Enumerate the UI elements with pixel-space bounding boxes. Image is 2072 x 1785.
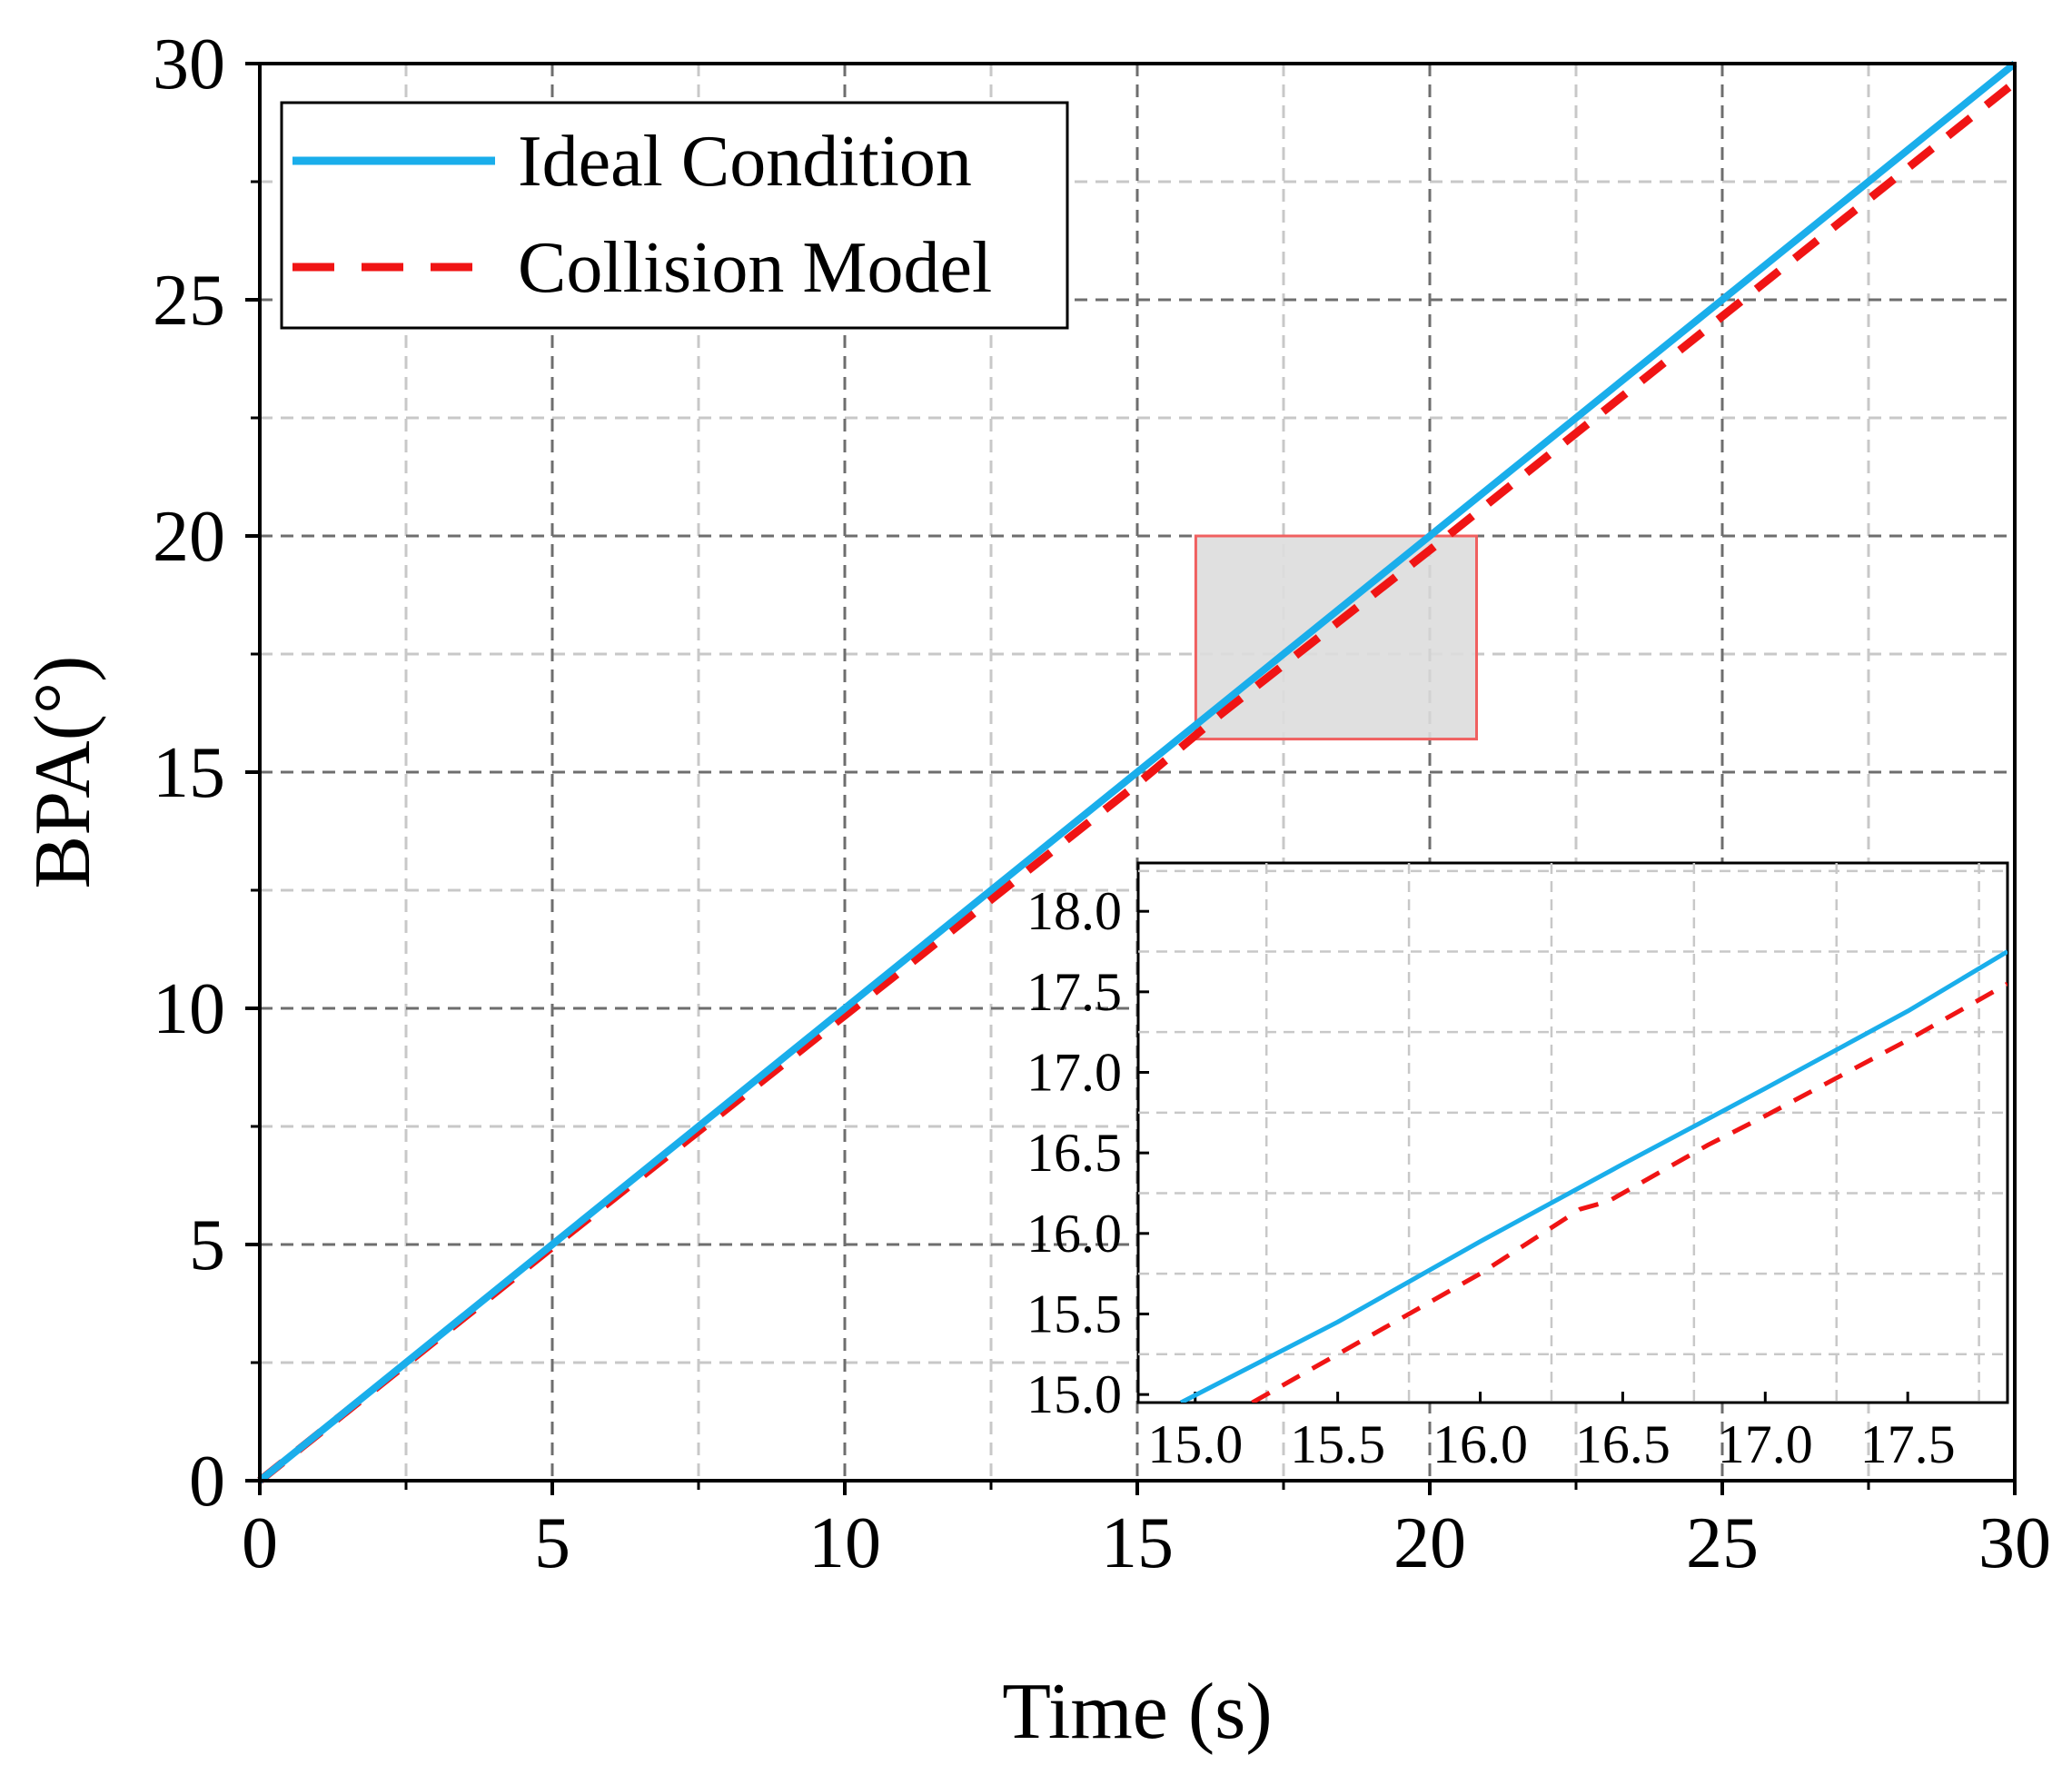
inset-x-tick-label: 15.5 — [1290, 1414, 1385, 1474]
x-tick-label: 0 — [242, 1503, 278, 1583]
inset-series-ideal-condition — [1179, 949, 2008, 1403]
legend-label-ideal-condition: Ideal Condition — [518, 122, 972, 202]
inset-y-tick-label: 18.0 — [1026, 881, 1122, 941]
inset-x-tick-label: 16.5 — [1575, 1414, 1670, 1474]
inset-y-tick-label: 16.5 — [1026, 1123, 1122, 1183]
inset-y-tick-label: 15.5 — [1026, 1284, 1122, 1344]
x-tick-label: 10 — [808, 1503, 881, 1583]
inset-y-tick-label: 17.0 — [1026, 1043, 1122, 1103]
inset-series-collision-model — [1251, 981, 2008, 1403]
legend-label-collision-model: Collision Model — [518, 228, 992, 308]
y-tick-label: 10 — [153, 969, 225, 1049]
inset-y-tick-label: 15.0 — [1026, 1364, 1122, 1424]
y-tick-label: 25 — [153, 261, 225, 341]
legend: Ideal Condition Collision Model — [280, 101, 1069, 330]
inset-x-tick-label: 16.0 — [1433, 1414, 1528, 1474]
y-tick-label: 5 — [189, 1205, 225, 1285]
legend-box — [280, 101, 1069, 330]
main-series — [257, 60, 2017, 1484]
y-tick-label: 0 — [189, 1442, 225, 1522]
x-tick-label: 25 — [1686, 1503, 1759, 1583]
inset-y-tick-label: 16.0 — [1026, 1204, 1122, 1264]
main-series-ideal-condition — [257, 60, 2017, 1484]
y-tick-label: 30 — [153, 25, 225, 104]
inset-y-tick-label: 17.5 — [1026, 962, 1122, 1022]
inset-x-tick-label: 17.5 — [1860, 1414, 1956, 1474]
inset-x-tick-label: 17.0 — [1718, 1414, 1813, 1474]
inset-chart: 15.0 15.5 16.0 16.5 17.0 17.5 15.0 15.5 16.0 16.5… — [1026, 861, 2009, 1474]
inset-frame — [1136, 861, 2009, 1404]
main-zoom-highlight — [1194, 534, 1479, 741]
x-tick-label: 15 — [1101, 1503, 1174, 1583]
y-axis-label: BPA(°) — [19, 656, 107, 889]
axis-labels: Time (s) BPA(°) — [19, 656, 1273, 1756]
y-tick-label: 20 — [153, 497, 225, 577]
zoom-highlight-rect — [1194, 534, 1479, 741]
x-tick-label: 20 — [1393, 1503, 1466, 1583]
x-tick-label: 30 — [1978, 1503, 2051, 1583]
x-axis-label: Time (s) — [1002, 1668, 1272, 1756]
y-tick-label: 15 — [153, 733, 225, 813]
inset-series — [1179, 949, 2008, 1403]
main-axes: 0 5 10 15 20 25 30 0 5 10 15 20 25 30 — [153, 25, 2051, 1583]
inset-x-tick-label: 15.0 — [1147, 1414, 1243, 1474]
x-tick-label: 5 — [534, 1503, 570, 1583]
